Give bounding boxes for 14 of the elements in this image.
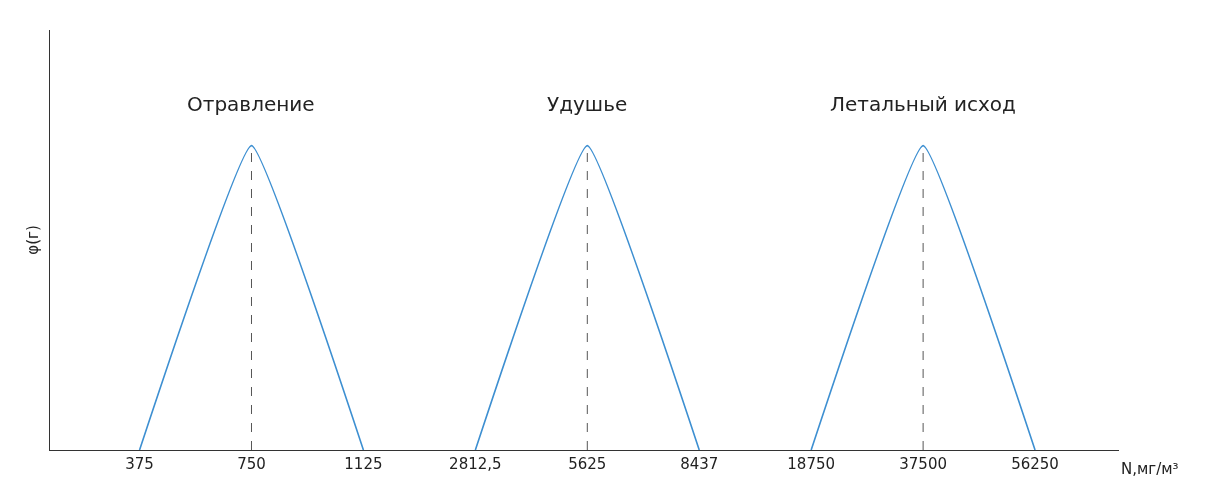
x-axis-title: N,мг/м³ bbox=[1121, 460, 1179, 478]
text: Удушье bbox=[547, 92, 628, 116]
x-tick-label: 1125 bbox=[344, 455, 383, 473]
x-tick-label: 375 bbox=[125, 455, 154, 473]
text: Отравление bbox=[187, 92, 315, 116]
x-tick-label: 5625 bbox=[568, 455, 607, 473]
x-tick-label: 56250 bbox=[1011, 455, 1059, 473]
x-tick-label: 8437 bbox=[680, 455, 719, 473]
y-axis-title: φ(г) bbox=[24, 225, 43, 255]
x-tick-label: 2812,5 bbox=[449, 455, 502, 473]
x-tick-label: 750 bbox=[237, 455, 266, 473]
text: Летальный исход bbox=[830, 92, 1016, 116]
x-tick-label: 18750 bbox=[787, 455, 836, 473]
x-tick-label: 37500 bbox=[899, 455, 947, 473]
